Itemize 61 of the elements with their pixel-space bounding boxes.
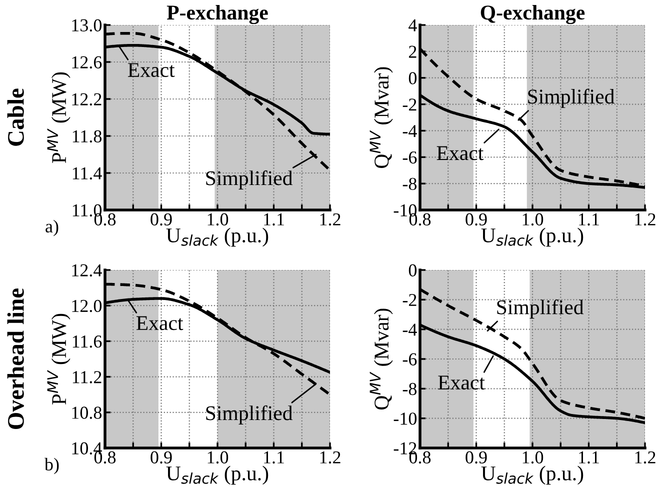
y-tick-label: -8 xyxy=(402,178,417,190)
y-tick-label: -6 xyxy=(402,151,417,164)
x-axis-title: U$_{slack}$ (p.u.) xyxy=(166,466,268,485)
y-tick-label: -4 xyxy=(402,324,417,336)
y-tick-label: 11.6 xyxy=(72,336,102,348)
annotation: Simplified xyxy=(206,170,293,190)
y-tick-label: 10.8 xyxy=(72,406,102,419)
y-tick-label: -8 xyxy=(402,382,417,396)
x-tick-label: 1.1 xyxy=(264,213,284,226)
x-tick-label: 1.1 xyxy=(264,451,284,464)
x-tick-label: 0.9 xyxy=(150,213,172,226)
text: b) xyxy=(44,458,59,474)
text: Cable xyxy=(7,88,24,146)
y-tick-label: 12.0 xyxy=(72,300,102,312)
x-tick-label: 0.9 xyxy=(150,451,172,464)
y-axis-title: Q$^{MV}$ (Mvar) xyxy=(370,308,393,410)
chart-title: Q-exchange xyxy=(480,4,585,24)
annotation: Exact xyxy=(438,376,485,390)
x-tick-label: 1.1 xyxy=(579,213,599,226)
x-tick-label: 1.2 xyxy=(320,451,340,464)
x-tick-label: 1.0 xyxy=(208,451,228,464)
x-tick-label: 0.9 xyxy=(466,451,487,464)
x-axis-title: U$_{slack}$ (p.u.) xyxy=(166,228,268,247)
x-tick-label: 1.1 xyxy=(579,451,599,464)
y-tick-label: 11.2 xyxy=(72,371,102,384)
y-tick-label: 2 xyxy=(408,46,416,58)
x-tick-label: 1.0 xyxy=(522,213,544,226)
x-tick-label: 1.2 xyxy=(320,213,340,226)
x-tick-label: 1.2 xyxy=(635,451,656,464)
y-tick-label: 0 xyxy=(408,264,417,276)
y-axis-title: P$^{MV}$ (MW) xyxy=(47,314,70,405)
annotation: Simplified xyxy=(206,405,293,424)
y-tick-label: 11.4 xyxy=(72,167,102,180)
chart-title: P-exchange xyxy=(166,4,268,24)
x-tick-label: 0.9 xyxy=(466,213,487,226)
y-tick-label: 0 xyxy=(408,72,417,84)
x-axis-title: U$_{slack}$ (p.u.) xyxy=(481,228,584,247)
y-axis-title: P$^{MV}$ (MW) xyxy=(47,72,70,164)
y-tick-label: -2 xyxy=(402,98,416,111)
annotation: Exact xyxy=(436,146,484,160)
y-tick-label: 4 xyxy=(408,19,417,32)
x-axis-title: U$_{slack}$ (p.u.) xyxy=(481,466,584,485)
annotation: Exact xyxy=(136,316,184,330)
y-tick-label: 13.0 xyxy=(72,19,102,32)
text: Overhead line xyxy=(7,288,24,429)
text: a) xyxy=(46,220,58,236)
x-tick-label: 1.0 xyxy=(522,451,544,464)
y-tick-label: 12.6 xyxy=(72,56,102,69)
annotation: Simplified xyxy=(497,299,584,319)
y-tick-label: 12.4 xyxy=(72,264,102,277)
annotation: Exact xyxy=(128,63,175,78)
annotation: Simplified xyxy=(528,88,614,108)
y-tick-label: -2 xyxy=(402,294,416,306)
y-axis-title: Q$^{MV}$ (Mvar) xyxy=(370,67,393,168)
x-tick-label: 1.0 xyxy=(208,213,228,226)
y-tick-label: 12.2 xyxy=(72,93,102,106)
y-tick-label: -4 xyxy=(402,125,417,137)
y-tick-label: 11.8 xyxy=(72,130,102,143)
y-tick-label: -6 xyxy=(402,353,417,366)
y-tick-label: -10 xyxy=(394,412,417,425)
x-tick-label: 1.2 xyxy=(635,213,656,226)
